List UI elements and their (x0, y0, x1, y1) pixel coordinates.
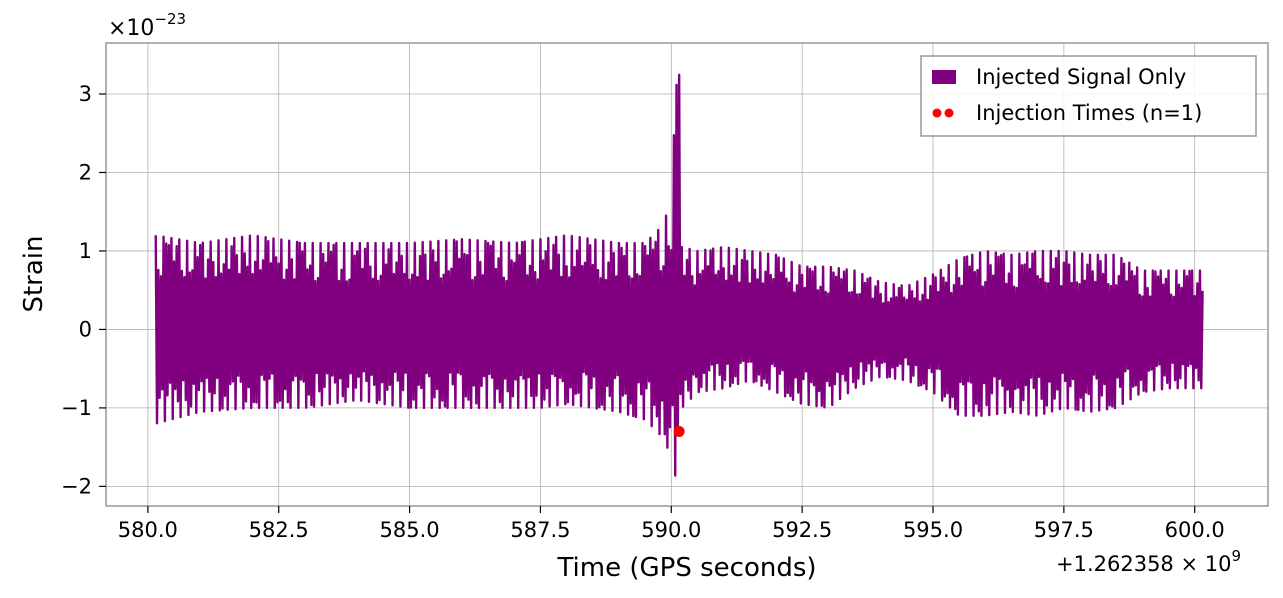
legend-swatch-signal (932, 70, 956, 84)
series-injected-signal (154, 73, 1204, 477)
x-tick-label: 580.0 (118, 518, 178, 542)
x-tick-label: 587.5 (510, 518, 570, 542)
y-tick-label: 1 (79, 239, 92, 263)
x-tick-label: 582.5 (249, 518, 309, 542)
legend-label-injection: Injection Times (n=1) (976, 101, 1202, 125)
legend-label-signal: Injected Signal Only (976, 65, 1186, 89)
series-layer (154, 73, 1204, 477)
x-axis-label: Time (GPS seconds) (556, 553, 816, 583)
legend: Injected Signal Only Injection Times (n=… (920, 55, 1257, 137)
x-tick-label: 590.0 (641, 518, 701, 542)
y-tick-label: −2 (61, 474, 92, 498)
injection-time-point (673, 425, 685, 437)
x-tick-label: 592.5 (772, 518, 832, 542)
x-tick-label: 585.0 (380, 518, 440, 542)
y-axis-label: Strain (19, 235, 49, 312)
x-offset-label: +1.262358 × 109 (1056, 547, 1241, 576)
legend-marker-injection (932, 108, 942, 118)
axis-ticks: 580.0 582.5 585.0 587.5 590.0 592.5 595.0 597.5… (61, 82, 1225, 542)
legend-marker-injection-2 (944, 108, 954, 118)
x-tick-label: 597.5 (1034, 518, 1094, 542)
y-tick-label: 0 (79, 317, 92, 341)
plot-frame (105, 42, 1269, 507)
y-tick-label: 2 (79, 160, 92, 184)
y-tick-label: 3 (79, 82, 92, 106)
legend-box (920, 55, 1257, 137)
x-tick-label: 600.0 (1165, 518, 1225, 542)
y-tick-label: −1 (61, 396, 92, 420)
x-tick-label: 595.0 (903, 518, 963, 542)
y-multiplier-label: ×10−23 (108, 10, 186, 41)
